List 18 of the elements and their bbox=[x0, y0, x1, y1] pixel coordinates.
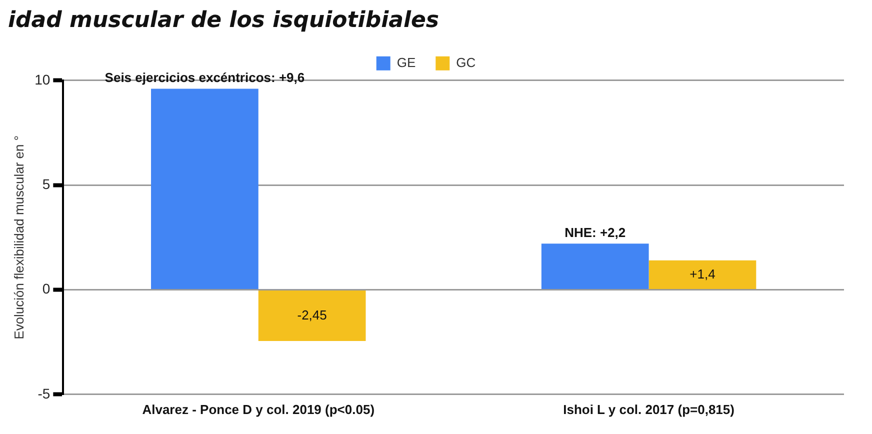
y-tick-label: 5 bbox=[42, 176, 50, 192]
y-axis-title: Evolución flexibilidad muscular en ° bbox=[11, 135, 26, 340]
x-tick-label: Ishoi L y col. 2017 (p=0,815) bbox=[563, 402, 734, 417]
bar bbox=[648, 260, 756, 289]
chart-title: idad muscular de los isquiotibiales bbox=[8, 8, 440, 33]
x-tick-label: Alvarez - Ponce D y col. 2019 (p<0.05) bbox=[142, 402, 375, 417]
data-label: NHE: +2,2 bbox=[564, 224, 626, 240]
data-label: Seis ejercicios excéntricos: +9,6 bbox=[104, 70, 305, 85]
bar bbox=[541, 244, 649, 289]
bar bbox=[151, 88, 258, 289]
y-tick-label: 10 bbox=[34, 71, 50, 88]
data-label: -2,45 bbox=[297, 307, 327, 322]
legend-label: GC bbox=[456, 54, 476, 70]
data-label: +1,4 bbox=[690, 266, 716, 282]
y-tick-label: 0 bbox=[42, 280, 50, 297]
y-tick-label: -5 bbox=[38, 385, 50, 402]
legend-label: GE bbox=[396, 54, 416, 70]
bar bbox=[258, 290, 366, 342]
